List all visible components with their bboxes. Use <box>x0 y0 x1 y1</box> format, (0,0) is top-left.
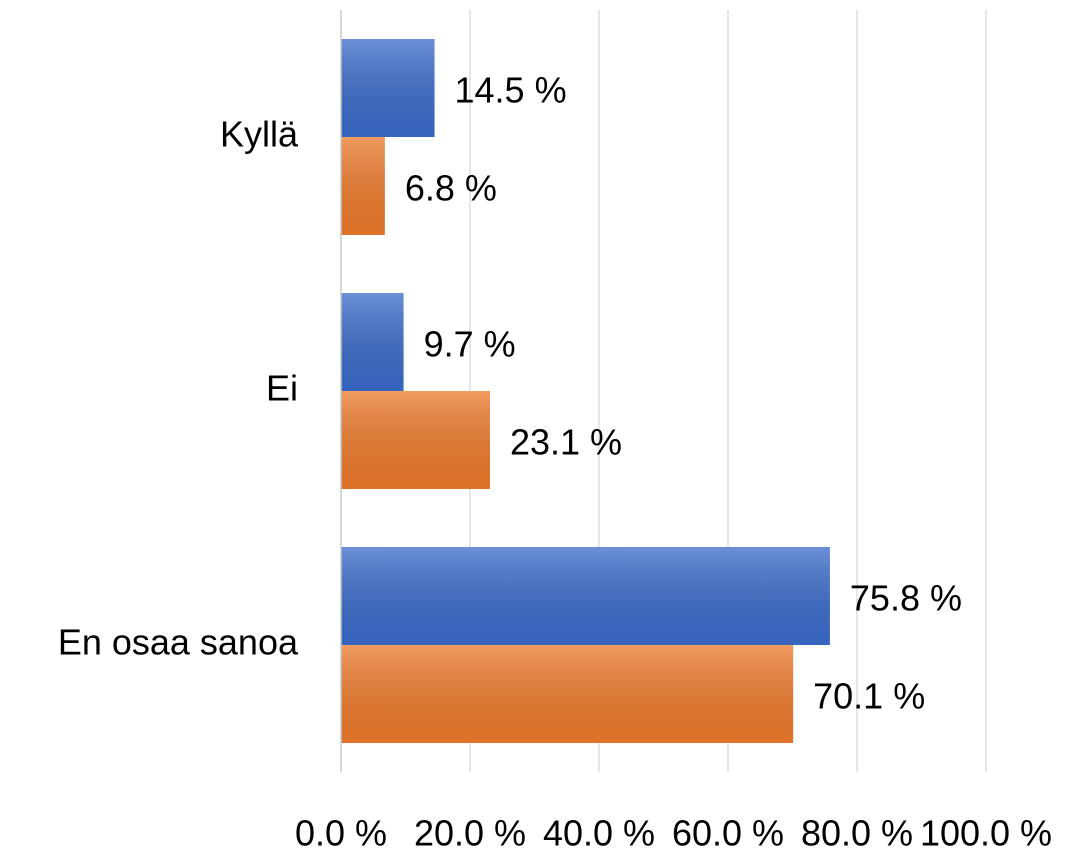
y-tick-label: Kyllä <box>220 114 299 155</box>
y-tick-label: En osaa sanoa <box>58 622 299 663</box>
x-tick-label: 80.0 % <box>801 813 913 854</box>
value-label: 23.1 % <box>510 422 622 463</box>
bar-shine <box>341 645 794 743</box>
x-tick-label: 20.0 % <box>414 813 526 854</box>
bar-shine <box>341 391 490 489</box>
value-label: 70.1 % <box>813 676 925 717</box>
value-label: 75.8 % <box>850 578 962 619</box>
value-label: 9.7 % <box>424 324 516 365</box>
x-tick-label: 100.0 % <box>920 813 1052 854</box>
y-tick-label: Ei <box>266 368 298 409</box>
x-tick-label: 0.0 % <box>295 813 387 854</box>
bar-shine <box>341 547 830 645</box>
bar-shine <box>341 137 385 235</box>
x-tick-label: 60.0 % <box>672 813 784 854</box>
bar-shine <box>341 39 435 137</box>
value-label: 6.8 % <box>405 168 497 209</box>
x-tick-label: 40.0 % <box>543 813 655 854</box>
bar-shine <box>341 293 404 391</box>
value-label: 14.5 % <box>455 70 567 111</box>
